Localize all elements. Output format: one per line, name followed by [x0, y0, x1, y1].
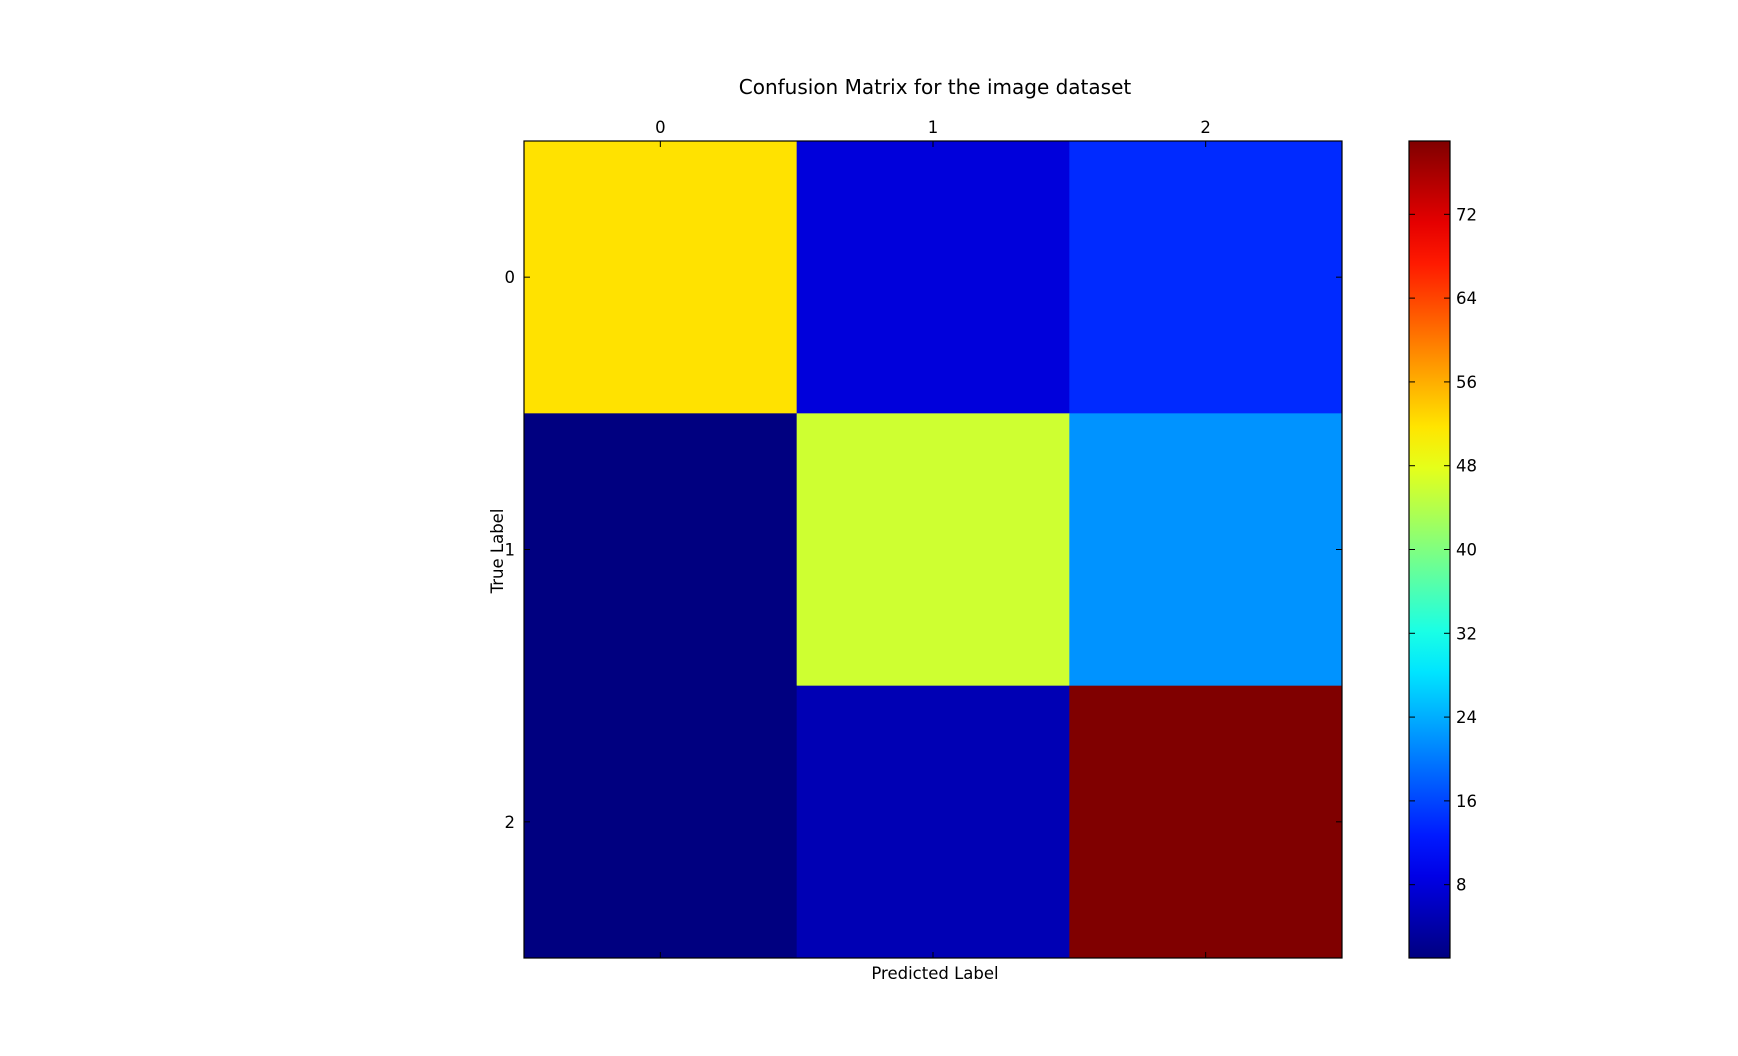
y-axis-ticks: 0 1 2 — [505, 268, 1342, 832]
colorbar-tick-label: 32 — [1456, 624, 1477, 643]
chart-title: Confusion Matrix for the image dataset — [739, 75, 1132, 99]
colorbar-tick-label: 24 — [1456, 708, 1477, 727]
y-tick-label: 1 — [505, 541, 516, 560]
colorbar-tick-label: 8 — [1456, 876, 1467, 895]
colorbar-tick-label: 72 — [1456, 205, 1477, 224]
heatmap-cell-2-2 — [1069, 685, 1343, 959]
y-tick-label: 2 — [505, 813, 516, 832]
y-tick-label: 0 — [505, 268, 516, 287]
colorbar — [1409, 141, 1450, 958]
x-tick-label: 0 — [655, 118, 666, 137]
x-tick-label: 2 — [1200, 118, 1211, 137]
colorbar-tick-label: 40 — [1456, 541, 1477, 560]
heatmap-cell-1-0 — [524, 413, 798, 687]
colorbar-ticks: 8 16 24 32 40 48 56 64 72 — [1409, 205, 1477, 895]
heatmap-cell-0-0 — [524, 141, 798, 414]
x-axis-ticks: 0 1 2 — [655, 118, 1211, 958]
heatmap-cell-2-1 — [796, 685, 1070, 959]
heatmap-cell-1-1 — [796, 413, 1070, 687]
heatmap-cell-2-0 — [524, 685, 798, 959]
colorbar-tick-label: 64 — [1456, 289, 1477, 308]
heatmap-cell-0-2 — [1069, 141, 1343, 414]
colorbar-tick-label: 48 — [1456, 457, 1477, 476]
heatmap-cells — [524, 141, 1343, 959]
y-axis-label: True Label — [488, 509, 507, 595]
heatmap-cell-0-1 — [796, 141, 1070, 414]
heatmap-cell-1-2 — [1069, 413, 1343, 687]
x-tick-label: 1 — [928, 118, 939, 137]
colorbar-tick-label: 16 — [1456, 792, 1477, 811]
x-axis-label: Predicted Label — [871, 964, 998, 983]
colorbar-tick-label: 56 — [1456, 373, 1477, 392]
